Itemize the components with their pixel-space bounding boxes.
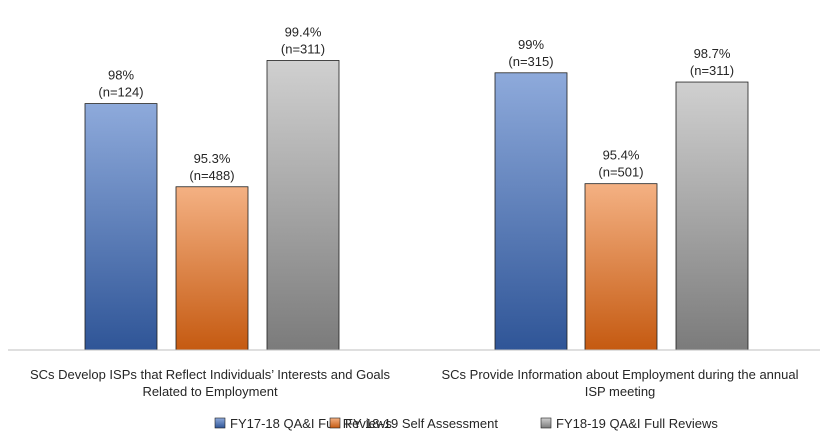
legend-swatch-2 bbox=[329, 417, 341, 429]
bar-series3-cat2 bbox=[675, 81, 749, 351]
bar-series1-cat2 bbox=[494, 72, 568, 351]
value-label-series2-cat1-pct: 95.3% bbox=[194, 151, 231, 166]
bar-series1-cat1 bbox=[84, 103, 158, 351]
value-label-series1-cat2-n: (n=315) bbox=[508, 54, 553, 69]
value-labels-layer: 98% (n=124) 99% (n=315) 95.3% (n=488) 95.4% (n=… bbox=[98, 24, 734, 182]
value-label-series2-cat2-n: (n=501) bbox=[598, 165, 643, 180]
category-labels-layer: SCs Develop ISPs that Reflect Individual… bbox=[30, 367, 799, 399]
value-label-series3-cat2-pct: 98.7% bbox=[694, 46, 731, 61]
category-label-2-line2: ISP meeting bbox=[585, 384, 656, 399]
value-label-series2-cat1-n: (n=488) bbox=[189, 168, 234, 183]
value-label-series3-cat1-n: (n=311) bbox=[281, 41, 325, 56]
value-label-series3-cat2-n: (n=311) bbox=[690, 63, 734, 78]
bar-series2-cat1 bbox=[175, 186, 249, 351]
category-label-1-line2: Related to Employment bbox=[142, 384, 278, 399]
value-label-series3-cat1-pct: 99.4% bbox=[285, 24, 322, 39]
category-label-1-line1: SCs Develop ISPs that Reflect Individual… bbox=[30, 367, 391, 382]
value-label-series1-cat1-n: (n=124) bbox=[98, 85, 143, 100]
legend-swatch-1 bbox=[214, 417, 226, 429]
bar-series3-cat1 bbox=[266, 60, 340, 351]
legend-label-1: FY17-18 QA&I Full Reviews bbox=[230, 416, 392, 431]
legend-label-2: FY 18-19 Self Assessment bbox=[345, 416, 498, 431]
legend-label-3: FY18-19 QA&I Full Reviews bbox=[556, 416, 718, 431]
legend-swatch-3 bbox=[540, 417, 552, 429]
value-label-series2-cat2-pct: 95.4% bbox=[603, 148, 640, 163]
bars-layer bbox=[84, 60, 749, 351]
value-label-series1-cat2-pct: 99% bbox=[518, 37, 544, 52]
bar-series2-cat2 bbox=[584, 183, 658, 351]
value-label-series1-cat1-pct: 98% bbox=[108, 68, 134, 83]
category-label-2-line1: SCs Provide Information about Employment… bbox=[442, 367, 799, 382]
